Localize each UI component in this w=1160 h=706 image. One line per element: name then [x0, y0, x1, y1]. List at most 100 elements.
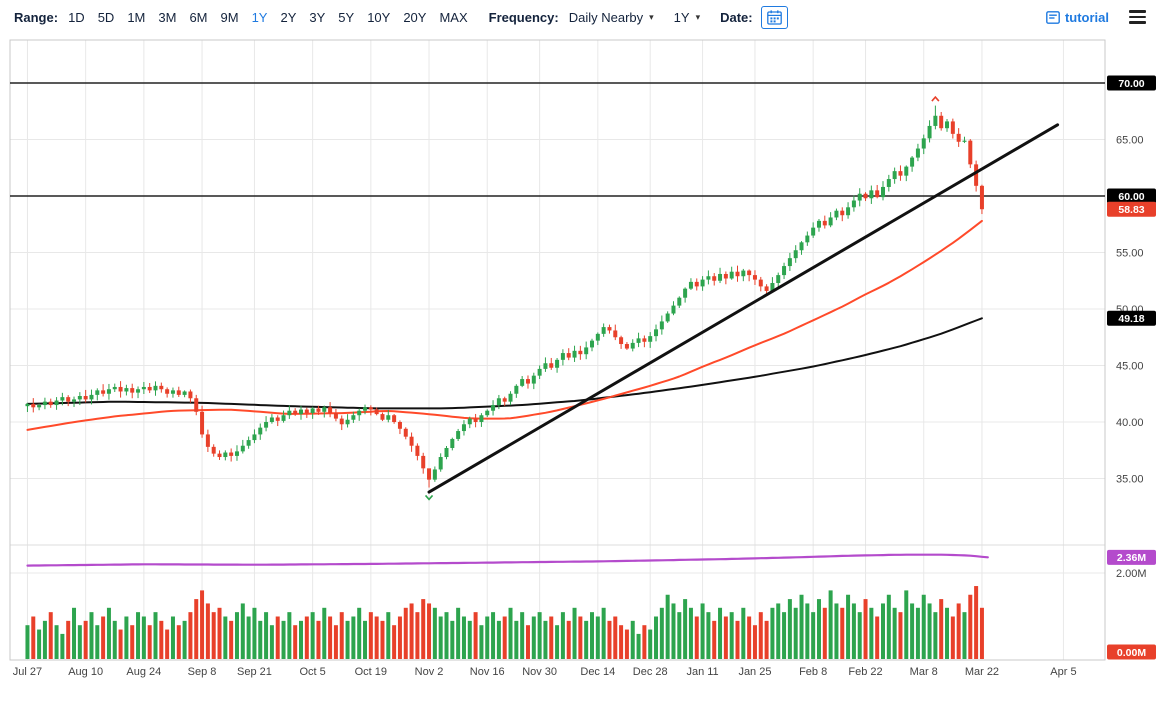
candle-body [456, 431, 461, 439]
volume-bar [805, 603, 810, 659]
y-axis-label: 45.00 [1116, 361, 1144, 373]
candle-body [875, 190, 880, 198]
candle-body [846, 207, 851, 216]
volume-bar [252, 607, 257, 659]
volume-bar [857, 612, 862, 659]
range-option-1d[interactable]: 1D [68, 9, 85, 25]
tutorial-link[interactable]: tutorial [1046, 10, 1109, 25]
candle-body [25, 403, 30, 407]
candle-body [694, 281, 699, 287]
calendar-button[interactable] [760, 5, 788, 29]
volume-bar [671, 603, 676, 659]
volume-bar [520, 612, 525, 659]
candle-body [304, 409, 309, 413]
candle [892, 167, 897, 184]
volume-bar [112, 620, 117, 659]
volume-bar [811, 612, 816, 659]
candle-body [101, 390, 106, 394]
candle [491, 400, 496, 416]
volume-bar [368, 612, 373, 659]
range-option-20y[interactable]: 20Y [403, 9, 427, 25]
volume-bar [299, 620, 303, 659]
candle [584, 341, 589, 360]
chart-area[interactable]: Jul 27 Aug 10 Aug 24 Sep 8 Sep 21 Oct 5 Oct 19… [0, 34, 1160, 701]
volume-bar [83, 620, 88, 659]
range-option-2y[interactable]: 2Y [280, 9, 297, 25]
volume-bar [485, 616, 490, 659]
period-select[interactable]: 1Y ▾ [674, 10, 700, 25]
volume-bar [473, 612, 478, 659]
candle-body [136, 389, 141, 393]
volume-bar [316, 620, 321, 659]
candle [386, 409, 391, 423]
candle-body [287, 410, 292, 416]
candle [921, 134, 926, 155]
hamburger-menu-icon[interactable] [1127, 8, 1148, 26]
range-label: Range: [14, 9, 59, 25]
candle [787, 252, 792, 271]
candle [444, 445, 449, 460]
volume-bar [77, 625, 82, 659]
candle-body [566, 353, 571, 358]
candle-body [77, 396, 82, 400]
volume-bar [898, 612, 903, 659]
volume-bar [549, 616, 554, 659]
volume-bar [438, 616, 443, 659]
range-option-6m[interactable]: 6M [189, 9, 208, 25]
candle-body [601, 327, 606, 334]
candle [677, 296, 682, 308]
frequency-value: Daily Nearby [568, 9, 644, 25]
range-option-max[interactable]: MAX [439, 9, 468, 25]
volume-bar [927, 603, 932, 659]
candle [741, 268, 746, 282]
volume-bar [566, 620, 571, 659]
range-option-1m[interactable]: 1M [127, 9, 146, 25]
volume-bar [211, 612, 216, 659]
candle-body [508, 393, 513, 402]
candle [857, 188, 862, 207]
volume-bar [397, 616, 402, 659]
candle-body [374, 409, 379, 415]
candle-body [485, 410, 490, 416]
range-option-5d[interactable]: 5D [97, 9, 115, 25]
candle [438, 453, 443, 472]
candle [898, 165, 903, 181]
candle [54, 397, 59, 410]
volume-bar [415, 612, 420, 659]
volume-bar [892, 607, 897, 659]
candle [124, 384, 129, 396]
candle-body [886, 179, 891, 187]
candle-body [537, 368, 542, 376]
candle [101, 384, 106, 397]
candle [479, 413, 484, 427]
volume-bar [182, 620, 187, 659]
volume-bar [648, 629, 653, 659]
range-option-9m[interactable]: 9M [220, 9, 239, 25]
range-option-5y[interactable]: 5Y [338, 9, 355, 25]
frequency-select[interactable]: Daily Nearby ▾ [569, 10, 654, 25]
candle-body [898, 171, 903, 176]
range-option-10y[interactable]: 10Y [367, 9, 391, 25]
range-option-1y[interactable]: 1Y [251, 9, 268, 25]
candlestick-chart[interactable]: Jul 27 Aug 10 Aug 24 Sep 8 Sep 21 Oct 5 Oct 19… [0, 34, 1160, 701]
volume-bar [54, 625, 59, 659]
badge-text: 0.00M [1117, 647, 1146, 659]
candle-body [316, 408, 321, 412]
range-option-3y[interactable]: 3Y [309, 9, 326, 25]
candle [240, 439, 245, 454]
candle [875, 184, 880, 199]
volume-bar [223, 616, 228, 659]
purple-volume-line [26, 553, 989, 567]
candle [950, 118, 955, 139]
candle-body [950, 121, 955, 134]
volume-bar [793, 607, 798, 659]
candle [840, 207, 845, 222]
candle-body [578, 350, 583, 355]
range-option-3m[interactable]: 3M [158, 9, 177, 25]
volume-bar [106, 607, 111, 659]
volume-badge: 2.36M [1107, 549, 1156, 565]
candle [793, 245, 798, 263]
badge-text: 58.83 [1118, 204, 1144, 216]
trendline [427, 123, 1060, 494]
volume-bar [933, 612, 938, 659]
